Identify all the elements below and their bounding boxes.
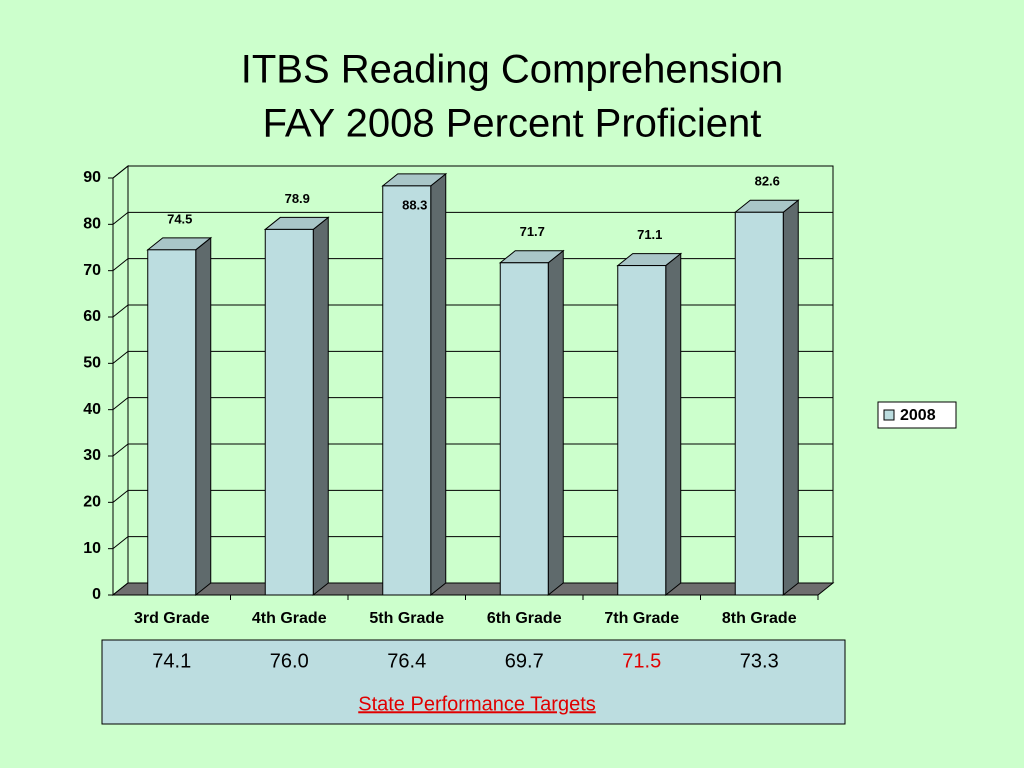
targets-table <box>101 639 846 725</box>
targets-title: State Performance Targets <box>358 693 596 715</box>
bar <box>382 185 432 596</box>
x-tick-label: 4th Grade <box>252 610 327 627</box>
legend-swatch <box>883 409 895 421</box>
grid-line-side <box>112 443 129 457</box>
value-label: 78.9 <box>285 191 310 206</box>
y-tick-label: 30 <box>83 447 101 464</box>
y-tick-label: 20 <box>83 494 101 511</box>
bar-side <box>195 236 212 597</box>
bar-side <box>312 216 329 597</box>
grid-line-side <box>112 165 129 179</box>
target-value: 76.4 <box>387 650 426 672</box>
bar <box>147 249 197 596</box>
y-tick-label: 40 <box>83 401 101 418</box>
grid-line-side <box>112 258 129 272</box>
bar-side <box>430 172 447 597</box>
y-tick-label: 50 <box>83 355 101 372</box>
bar <box>734 211 784 596</box>
grid-line-side <box>112 536 129 550</box>
target-value: 74.1 <box>152 650 191 672</box>
x-tick-label: 7th Grade <box>604 610 679 627</box>
value-label: 82.6 <box>755 174 780 189</box>
grid-line-side <box>112 489 129 503</box>
floor <box>111 582 835 596</box>
y-tick-label: 70 <box>83 262 101 279</box>
legend-label: 2008 <box>900 407 936 424</box>
x-tick-label: 8th Grade <box>722 610 797 627</box>
chart-subtitle: FAY 2008 Percent Proficient <box>263 102 762 146</box>
target-value: 69.7 <box>505 650 544 672</box>
bar <box>499 262 549 596</box>
value-label: 71.1 <box>637 227 662 242</box>
value-label: 88.3 <box>402 197 427 212</box>
bar <box>264 228 314 596</box>
y-tick-label: 60 <box>83 308 101 325</box>
y-tick-label: 0 <box>92 586 101 603</box>
chart-title: ITBS Reading Comprehension <box>241 48 784 92</box>
value-label: 71.7 <box>520 224 545 239</box>
bar-side <box>547 249 564 597</box>
value-label: 74.5 <box>167 211 192 226</box>
x-tick-label: 6th Grade <box>487 610 562 627</box>
x-tick-label: 3rd Grade <box>134 610 210 627</box>
x-tick-label: 5th Grade <box>369 610 444 627</box>
grid-line-side <box>112 350 129 364</box>
grid-line-side <box>112 211 129 225</box>
grid-line-side <box>112 304 129 318</box>
grid-line-side <box>112 397 129 411</box>
y-tick-label: 90 <box>83 169 101 186</box>
bar <box>617 265 667 596</box>
target-value: 73.3 <box>740 650 779 672</box>
bar-side <box>665 252 682 597</box>
target-value: 71.5 <box>622 650 661 672</box>
y-tick-label: 80 <box>83 216 101 233</box>
y-tick-label: 10 <box>83 540 101 557</box>
bar-side <box>782 199 799 597</box>
target-value: 76.0 <box>270 650 309 672</box>
